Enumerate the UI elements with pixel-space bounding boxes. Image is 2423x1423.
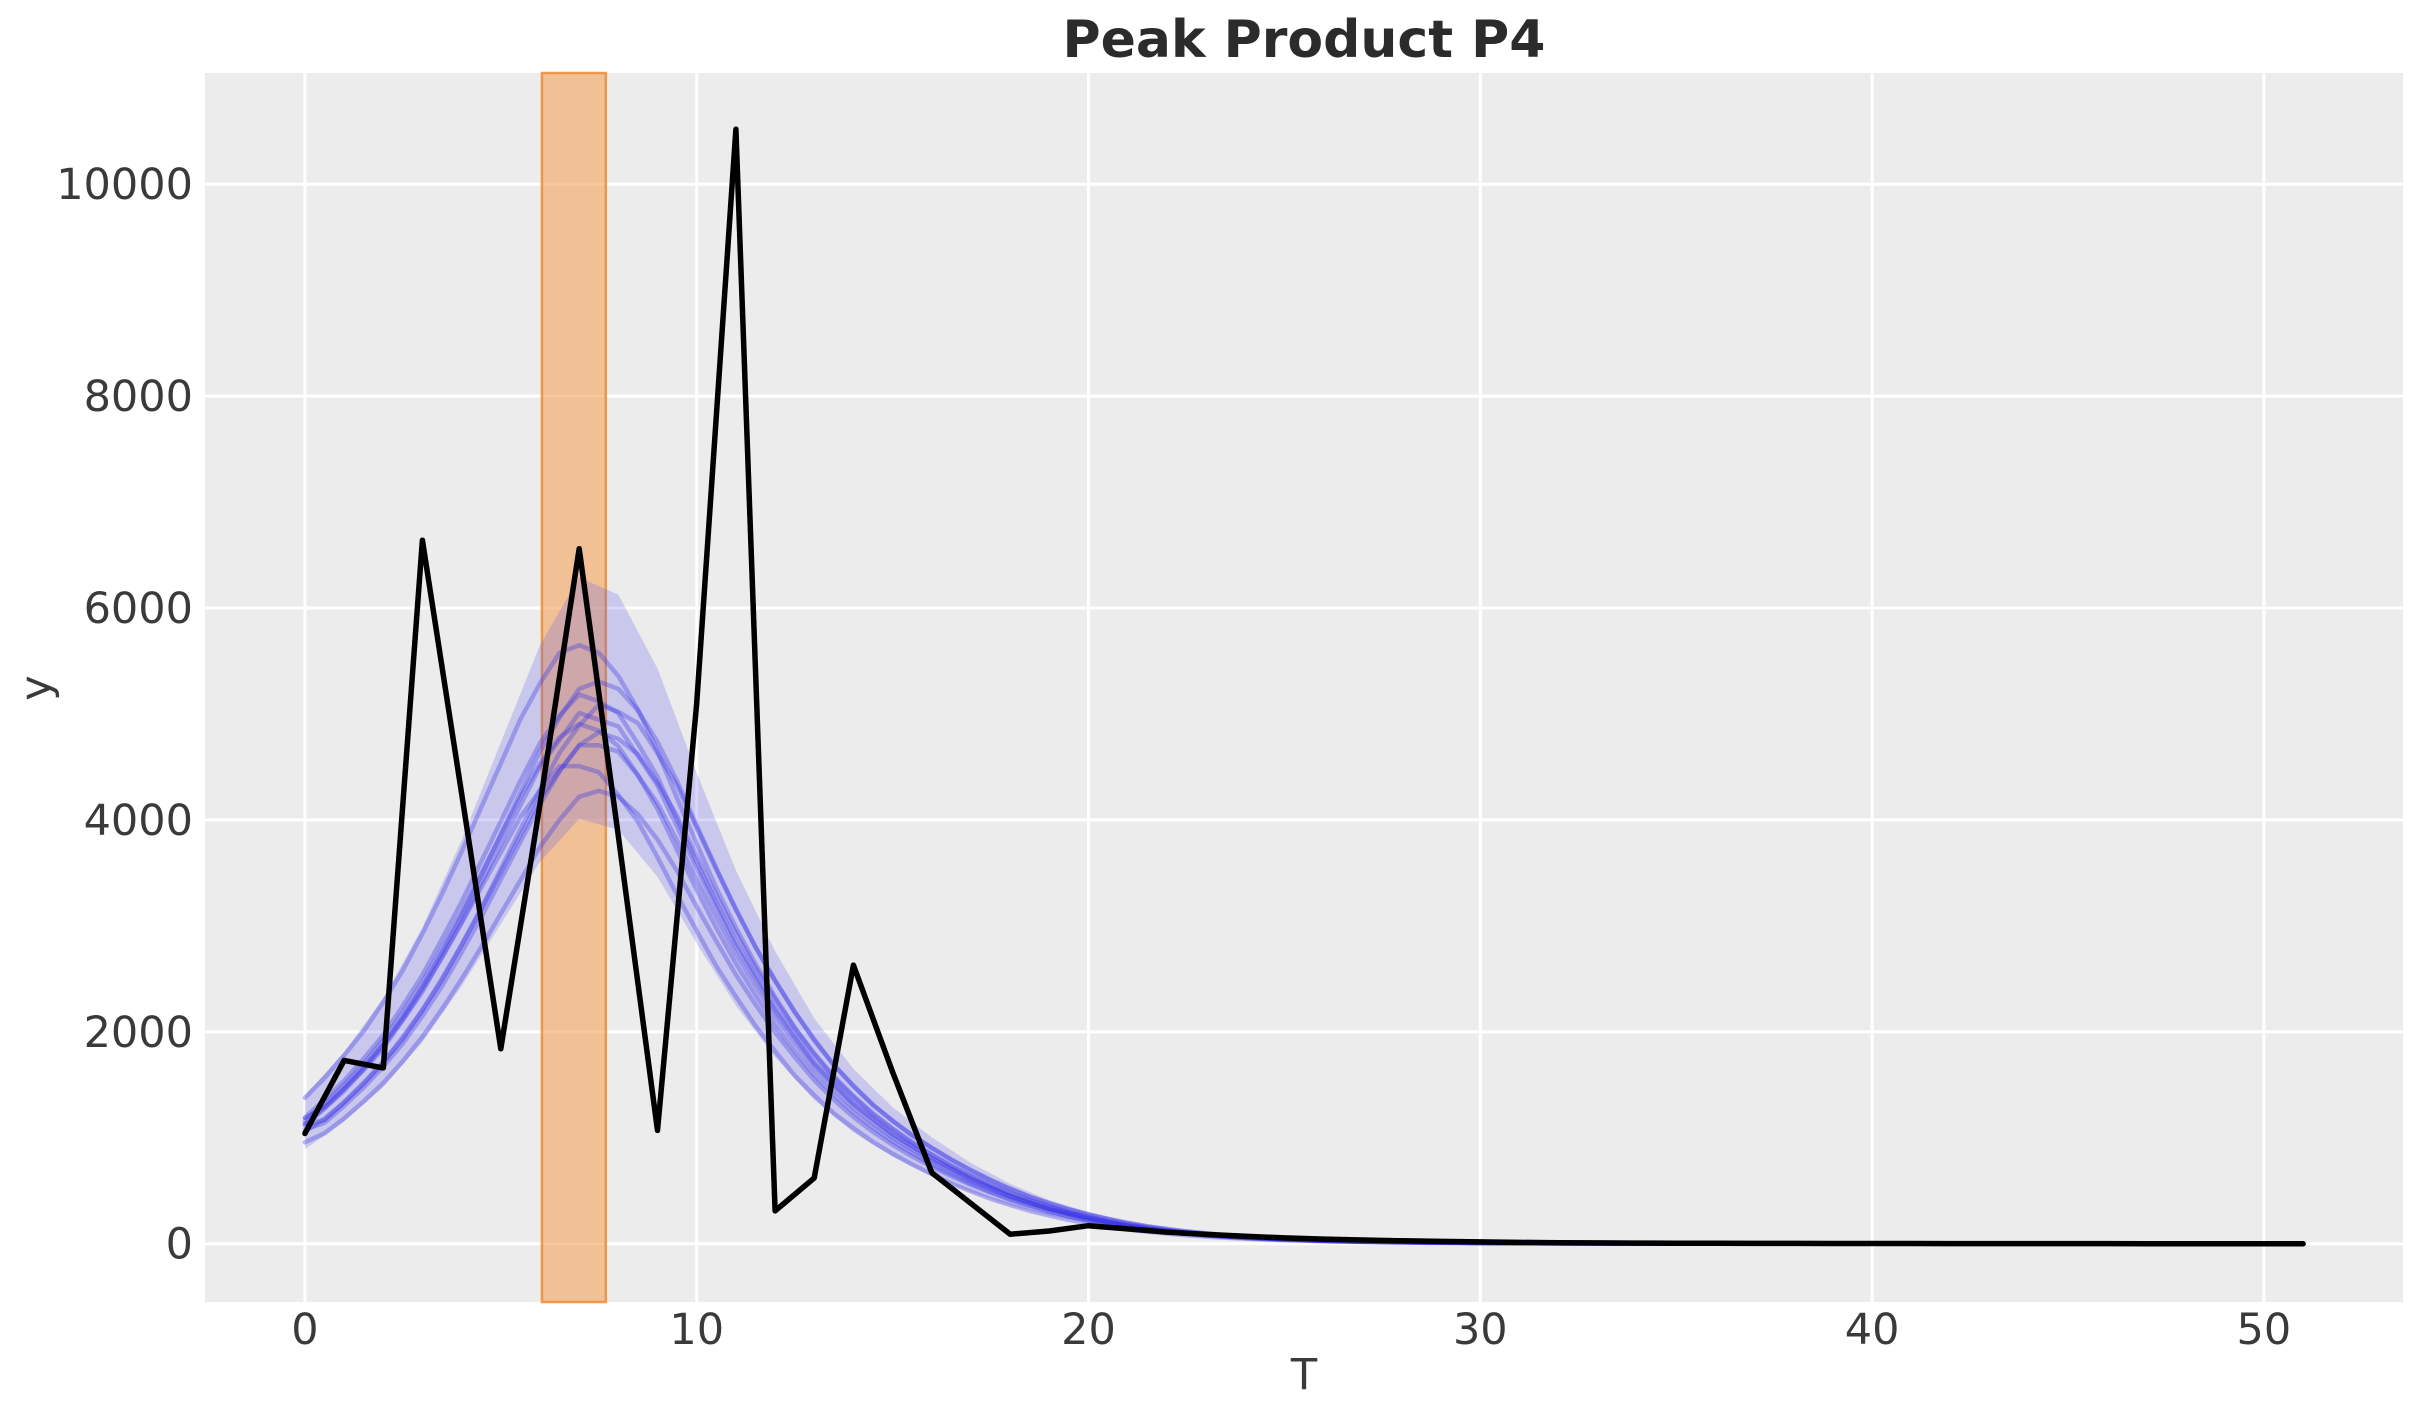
y-tick-label-6000: 6000 [84, 584, 193, 634]
y-tick-label-10000: 10000 [56, 160, 193, 210]
highlight-span [540, 71, 608, 1304]
x-tick-label-0: 0 [291, 1305, 318, 1355]
ensemble-band [304, 577, 2304, 1244]
y-axis-label: y [11, 675, 61, 701]
y-tick-label-0: 0 [166, 1220, 193, 1270]
x-tick-label-30: 30 [1453, 1305, 1508, 1355]
x-tick-label-40: 40 [1845, 1305, 1900, 1355]
x-tick-label-20: 20 [1061, 1305, 1116, 1355]
y-tick-label-8000: 8000 [84, 372, 193, 422]
y-tick-label-2000: 2000 [84, 1008, 193, 1058]
x-axis-label: T [1290, 1350, 1318, 1400]
chart-title: Peak Product P4 [1062, 10, 1546, 70]
y-tick-label-4000: 4000 [84, 796, 193, 846]
x-tick-label-50: 50 [2237, 1305, 2292, 1355]
observed-line [302, 126, 2306, 1247]
x-tick-label-10: 10 [669, 1305, 724, 1355]
